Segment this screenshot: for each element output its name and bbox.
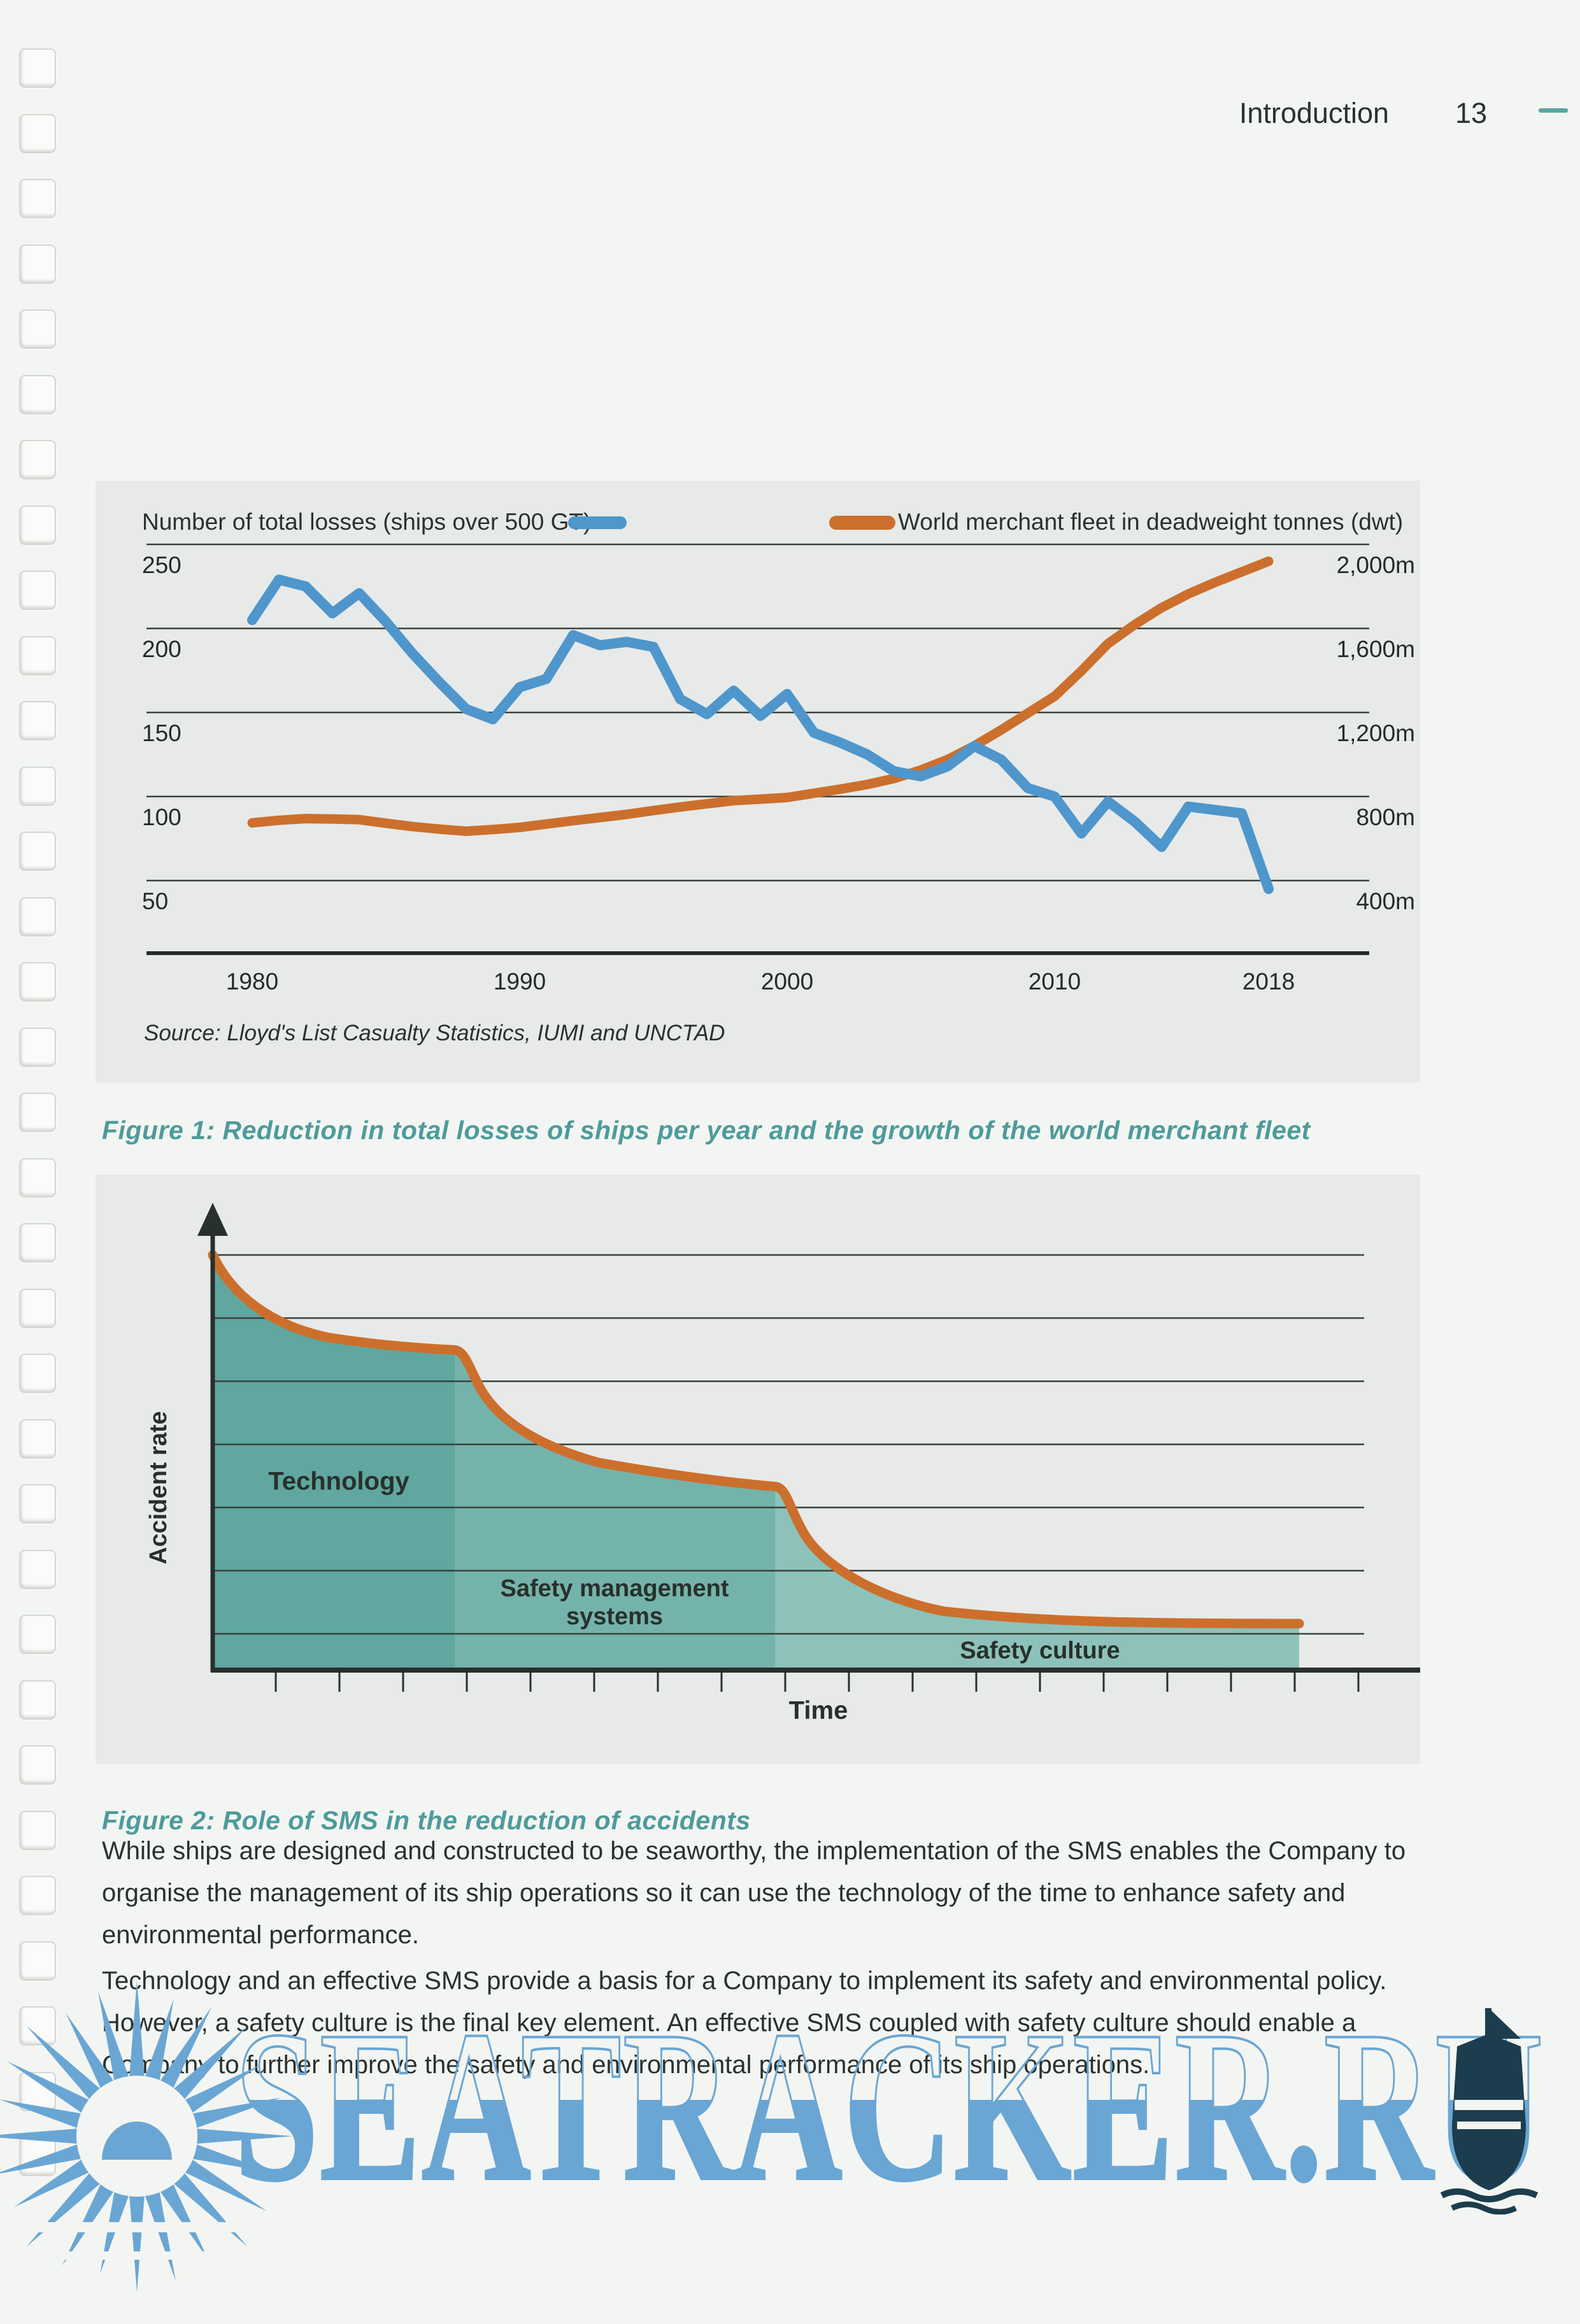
region-label-safety-culture: Safety culture	[960, 1637, 1120, 1664]
right-axis-tick-label: 1,200m	[1336, 720, 1415, 746]
binder-hole	[19, 374, 56, 414]
left-axis-tick-label: 100	[142, 804, 181, 830]
binder-hole	[19, 1354, 56, 1393]
sun-slit-1	[19, 2222, 255, 2232]
sun-slit-2	[45, 2251, 223, 2260]
figure2-gridlines	[212, 1254, 1364, 1635]
left-axis-tick-label: 150	[142, 720, 181, 746]
sun-center	[76, 2076, 197, 2197]
figure2-caption: Figure 2: Role of SMS in the reduction o…	[102, 1806, 751, 1835]
right-axis-tick-label: 400m	[1356, 888, 1415, 914]
binder-hole	[19, 1484, 56, 1524]
figure1-source: Source: Lloyd's List Casualty Statistics…	[144, 1021, 725, 1045]
region-label-sms-line2: systems	[566, 1603, 664, 1630]
binder-hole	[19, 2006, 56, 2046]
legend-swatch-fleet	[829, 516, 895, 530]
binder-hole	[19, 635, 56, 676]
binder-hole	[19, 244, 56, 284]
binder-hole	[19, 832, 56, 871]
x-axis-tick-label: 2010	[1028, 968, 1081, 995]
sun-dome	[102, 2122, 172, 2160]
legend-label-fleet: World merchant fleet in deadweight tonne…	[898, 509, 1404, 535]
x-axis-tick-label: 1990	[493, 968, 546, 995]
corner-dash-mark	[1539, 108, 1568, 113]
binder-hole	[19, 962, 56, 1002]
binder-hole	[19, 1745, 56, 1785]
fleet-dwt-line	[247, 556, 1274, 836]
figure2-y-axis-label: Accident rate	[145, 1411, 172, 1564]
region-label-sms-line1: Safety management	[500, 1575, 729, 1602]
left-axis-tick-label: 200	[142, 636, 181, 662]
total-losses-line	[247, 574, 1274, 895]
x-axis-tick-label: 2000	[760, 968, 814, 995]
right-axis-tick-label: 2,000m	[1336, 552, 1415, 578]
x-axis-tick-label: 2018	[1242, 968, 1295, 995]
document-page: { "page": { "background": "#f3f5f2", "he…	[0, 48, 1568, 2292]
header-page-number: 13	[1455, 97, 1488, 129]
binder-hole	[19, 896, 56, 937]
binder-hole	[19, 48, 56, 88]
accident-rate-curve	[208, 1250, 1304, 1629]
figure2-diagram-svg	[197, 1203, 1420, 1692]
binder-hole	[19, 1093, 56, 1132]
binder-hole	[19, 1549, 56, 1589]
figure1-caption: Figure 1: Reduction in total losses of s…	[102, 1116, 1311, 1145]
right-axis-tick-label: 1,600m	[1336, 636, 1415, 662]
binder-hole	[19, 179, 56, 218]
binder-hole	[19, 1810, 56, 1850]
header-section-title: Introduction	[1239, 97, 1389, 129]
binder-hole	[19, 113, 56, 153]
y-axis-arrow-icon	[197, 1203, 228, 1236]
binder-hole	[19, 1223, 56, 1263]
ship-buoy-icon	[1440, 2008, 1539, 2214]
binder-hole	[19, 505, 56, 545]
binder-hole	[19, 1615, 56, 1654]
figure2-diagram-panel: Accident rate Technology Safety manageme…	[96, 1175, 1420, 1764]
binder-hole	[19, 2137, 56, 2176]
figure2-x-axis-label: Time	[788, 1696, 848, 1725]
binder-hole	[19, 1941, 56, 1981]
legend-swatch-losses	[568, 516, 627, 529]
region-label-sms: Safety management systems	[449, 1575, 780, 1631]
left-axis-tick-label: 250	[142, 552, 181, 578]
binder-hole	[19, 1876, 56, 1915]
left-axis-tick-label: 50	[142, 888, 169, 914]
binder-hole	[19, 440, 56, 479]
binder-hole	[19, 766, 56, 806]
binder-hole	[19, 2071, 56, 2111]
figure1-gridlines	[146, 543, 1369, 882]
binder-hole	[19, 701, 56, 740]
region-label-technology: Technology	[268, 1467, 409, 1496]
binder-hole	[19, 570, 56, 610]
figure2-axis-ticks	[274, 1673, 1360, 1692]
figure1-chart-svg	[146, 543, 1369, 955]
paragraph-2: Technology and an effective SMS provide …	[102, 1967, 1387, 2079]
right-axis-tick-label: 800m	[1356, 804, 1415, 830]
region-fill	[775, 1255, 1299, 1670]
binder-hole	[19, 1419, 56, 1459]
binder-hole	[19, 1288, 56, 1328]
x-axis-tick-label: 1980	[225, 968, 279, 995]
legend-label-losses: Number of total losses (ships over 500 G…	[142, 509, 592, 535]
binder-hole	[19, 1680, 56, 1720]
paragraph-1: While ships are designed and constructed…	[102, 1837, 1406, 1949]
binder-hole	[19, 309, 56, 349]
binder-hole	[19, 1027, 56, 1067]
binder-hole	[19, 1158, 56, 1198]
figure1-chart-panel: Number of total losses (ships over 500 G…	[96, 481, 1420, 1082]
